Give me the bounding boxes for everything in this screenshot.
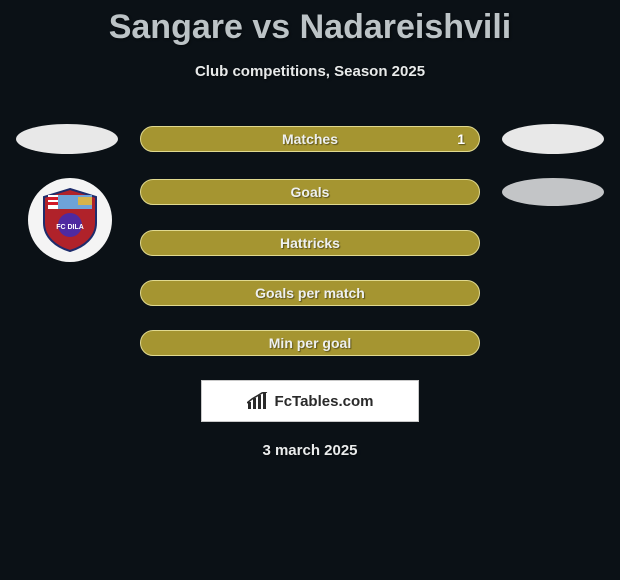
right-disc [502, 178, 604, 206]
barchart-icon [247, 392, 269, 410]
svg-text:FC DILA: FC DILA [56, 224, 84, 231]
stat-row: Goals per match [0, 280, 620, 306]
stat-pill-matches: Matches 1 [140, 126, 480, 152]
stat-label: Min per goal [141, 335, 479, 351]
stat-label: Goals per match [141, 285, 479, 301]
right-disc [502, 124, 604, 154]
stat-row: Matches 1 [0, 124, 620, 154]
stat-row: Min per goal [0, 330, 620, 356]
left-disc-slot [12, 124, 122, 154]
stat-pill-gpm: Goals per match [140, 280, 480, 306]
club-circle: FC DILA [28, 178, 112, 262]
date-text: 3 march 2025 [0, 442, 620, 459]
shield-icon: FC DILA [40, 187, 100, 253]
stat-pill-mpg: Min per goal [140, 330, 480, 356]
stat-label: Goals [141, 184, 479, 200]
page-subtitle: Club competitions, Season 2025 [0, 63, 620, 80]
right-disc-slot [498, 124, 608, 154]
stat-value-right: 1 [457, 131, 465, 147]
stat-pill-goals: Goals [140, 179, 480, 205]
left-disc [16, 124, 118, 154]
page-title: Sangare vs Nadareishvili [0, 0, 620, 47]
stat-pill-hattricks: Hattricks [140, 230, 480, 256]
right-disc-slot [498, 178, 608, 206]
brand-text: FcTables.com [275, 393, 374, 410]
left-club-badge: FC DILA [20, 178, 120, 262]
stat-label: Hattricks [141, 235, 479, 251]
brand-box: FcTables.com [201, 380, 419, 422]
content-wrap: Sangare vs Nadareishvili Club competitio… [0, 0, 620, 459]
stat-label: Matches [141, 131, 479, 147]
